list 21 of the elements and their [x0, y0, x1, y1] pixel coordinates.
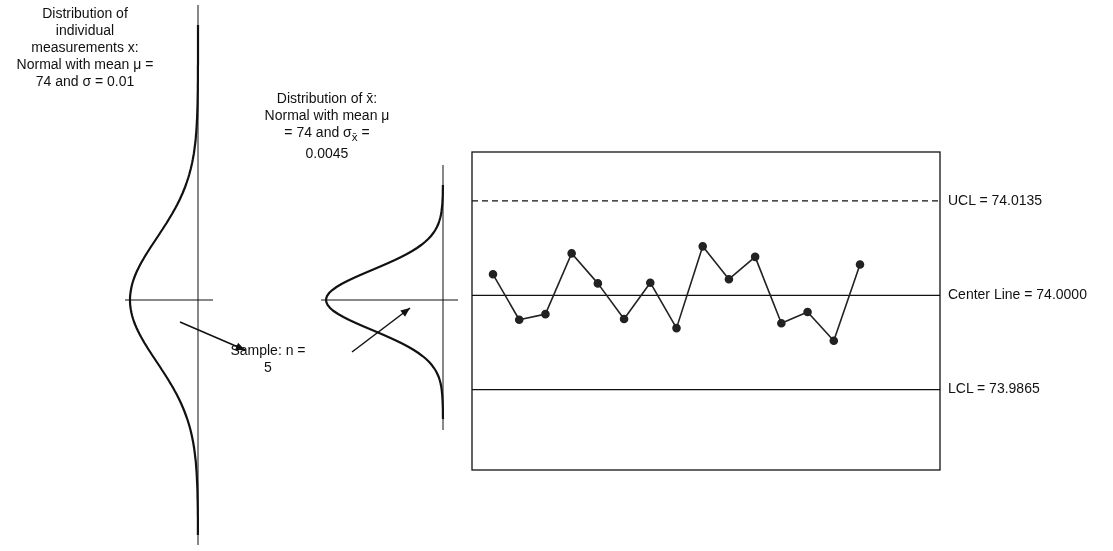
text: Distribution of x̄: Normal with mean μ = 74 and σ$_{x̄}$ = 0.0045	[263, 90, 391, 162]
point	[593, 279, 603, 288]
y-tick-label: UCL = 74.0135	[948, 191, 1043, 208]
point	[514, 315, 524, 325]
point	[541, 309, 550, 319]
y-tick-label: Center Line = 74.0000	[948, 286, 1088, 303]
point	[619, 314, 629, 324]
point	[777, 318, 786, 328]
text: Sample: n = 5	[229, 342, 307, 376]
point	[750, 252, 760, 262]
point	[698, 242, 708, 251]
point	[672, 323, 681, 333]
point	[724, 274, 734, 284]
y-tick-label: LCL = 73.9865	[948, 380, 1040, 397]
point	[803, 307, 812, 317]
point	[855, 260, 865, 269]
text: Distribution of individual measurements x: Normal with mean μ = 74 and σ = 0.01	[15, 5, 155, 90]
point	[829, 336, 839, 345]
point	[488, 270, 498, 279]
point	[567, 249, 576, 258]
point	[645, 278, 655, 287]
